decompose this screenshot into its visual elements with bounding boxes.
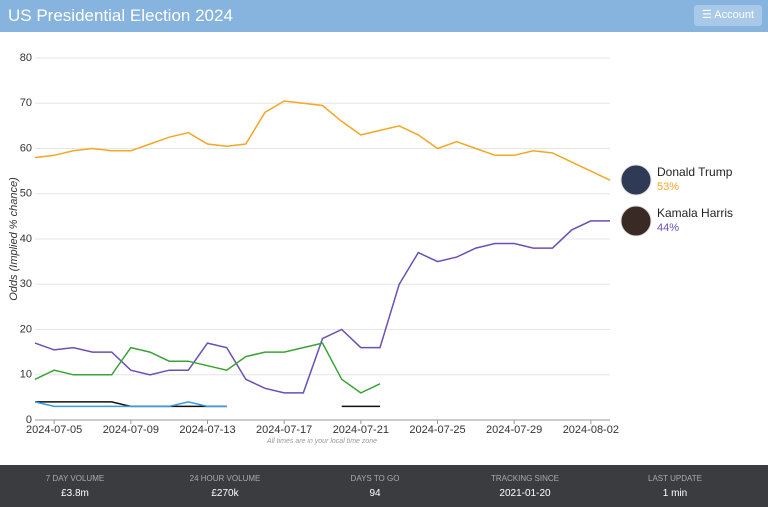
legend-avatar [620,164,652,196]
legend-name: Donald Trump [657,165,733,179]
chart: Odds (Implied % chance) All times are in… [8,52,733,445]
y-tick-label: 50 [20,188,32,200]
x-tick-label: 2024-07-09 [103,424,159,436]
legend-value: 44% [657,222,679,234]
y-tick-label: 70 [20,97,32,109]
stat-label: TRACKING SINCE [490,474,559,483]
x-tick-label: 2024-07-13 [179,424,235,436]
y-tick-label: 40 [20,233,32,245]
x-tick-label: 2024-08-02 [563,424,619,436]
series-line [34,220,610,394]
x-tick-label: 2024-07-21 [333,424,389,436]
header: US Presidential Election 2024 ☰ Account [0,0,768,32]
legend-avatar [620,205,652,237]
stat-label: 24 HOUR VOLUME [189,474,261,483]
stat-label: LAST UPDATE [648,474,702,483]
stat: 24 HOUR VOLUME £270k [150,465,300,507]
stat: DAYS TO GO 94 [300,465,450,507]
footer: 7 DAY VOLUME £3.8m 24 HOUR VOLUME £270k DAYS… [0,465,768,507]
account-label[interactable]: Account [714,9,754,21]
y-tick-label: 80 [20,52,32,64]
stat: TRACKING SINCE 2021-01-20 [450,465,600,507]
y-tick-label: 20 [20,323,32,335]
account-button[interactable]: ☰ Account [693,5,762,26]
stat-value: 2021-01-20 [499,488,551,499]
y-tick-label: 30 [20,278,32,290]
stat-label: DAYS TO GO [350,474,400,483]
x-tick-label: 2024-07-25 [409,424,465,436]
legend-value: 53% [657,181,679,193]
title: US Presidential Election 2024 [8,6,233,25]
legend-entry: Kamala Harris 44% [620,205,733,237]
x-tick-label: 2024-07-17 [256,424,312,436]
y-tick-label: 10 [20,369,32,381]
legend-entry: Donald Trump 53% [620,164,733,196]
x-tick-label: 2024-07-05 [26,424,82,436]
series-line [34,342,381,394]
stat-value: £3.8m [61,488,89,499]
legend-name: Kamala Harris [657,206,733,220]
y-axis-label: Odds (Implied % chance) [8,177,20,301]
stat-label: 7 DAY VOLUME [45,474,105,483]
y-tick-label: 60 [20,142,32,154]
stat: LAST UPDATE 1 min [600,465,750,507]
note: All times are in your local time zone [266,438,377,445]
stat-value: 1 min [662,488,688,499]
stat-value: 94 [369,488,381,499]
series-line [34,100,611,181]
x-tick-label: 2024-07-29 [486,424,542,436]
stat: 7 DAY VOLUME £3.8m [0,465,150,507]
y-tick-label: 0 [26,414,32,426]
stat-value: £270k [211,488,239,499]
